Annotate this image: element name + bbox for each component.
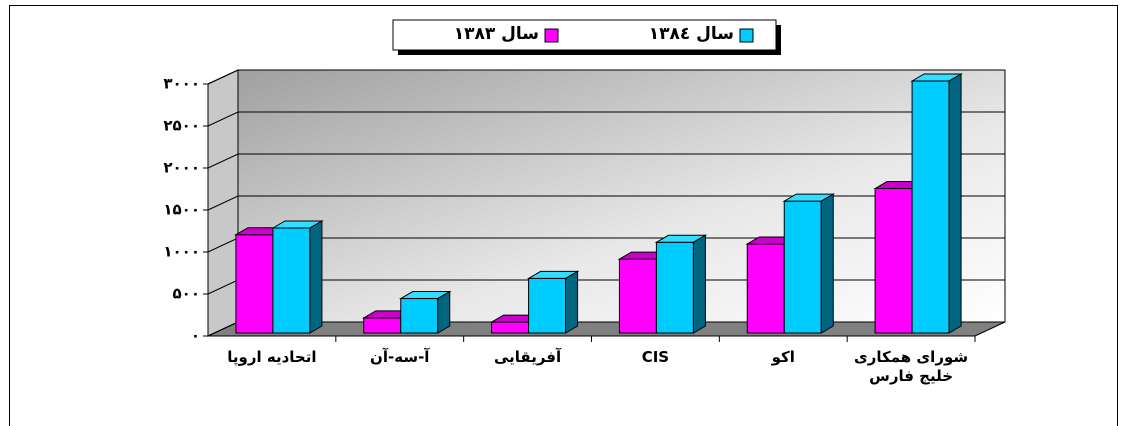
x-tick-label: CIS	[641, 348, 670, 366]
bar-side	[692, 234, 706, 334]
bar-front	[618, 258, 657, 334]
grid-line	[207, 69, 1005, 85]
y-tick-label: ۲۵۰۰	[163, 117, 200, 135]
y-tick-label: ۱۵۰۰	[163, 201, 200, 219]
legend-swatch	[739, 28, 754, 43]
grid-line	[207, 195, 1005, 211]
grid-line	[207, 153, 1005, 169]
bar-front	[363, 317, 402, 334]
bar-side	[437, 290, 451, 334]
x-tick-label: اتحادیه اروپا	[227, 348, 317, 366]
y-tick-label: ۱۰۰۰	[163, 243, 200, 261]
bar	[398, 290, 452, 334]
x-tick-label: آفریقایی	[493, 348, 562, 366]
bar-side	[565, 270, 579, 334]
bar-front	[746, 243, 785, 334]
bar	[271, 220, 324, 334]
bar-front	[235, 234, 274, 334]
bar-front	[783, 200, 822, 334]
x-tick-label: شورای همکاری خلیج فارس	[854, 348, 969, 385]
legend-swatch	[544, 28, 559, 43]
x-tick-label: آ-سه-آن	[370, 348, 430, 366]
bar-side	[820, 193, 834, 334]
bar	[654, 234, 708, 334]
bar-front	[655, 241, 694, 334]
bar-front	[528, 277, 567, 334]
legend-box	[392, 19, 777, 51]
bar-front	[491, 321, 530, 334]
bar-front	[400, 298, 439, 334]
grid-line	[207, 111, 1005, 127]
y-tick-label: ۵۰۰	[173, 285, 200, 303]
y-tick-label: ۲۰۰۰	[163, 159, 200, 177]
frame	[9, 5, 1118, 426]
bar	[910, 73, 963, 334]
bar-side	[309, 220, 323, 334]
bar-front	[874, 188, 913, 334]
y-tick-label: ۰	[191, 327, 200, 345]
y-tick-label: ۳۰۰۰	[163, 75, 200, 93]
legend-label: سال ١٣٨٤	[648, 24, 734, 44]
legend-label: سال ١٣٨٣	[453, 24, 539, 44]
bar	[526, 270, 580, 334]
bar-front	[272, 227, 311, 334]
bar	[782, 193, 836, 334]
bar-side	[948, 73, 962, 334]
x-tick-label: اکو	[771, 348, 795, 366]
bar-front	[911, 80, 950, 334]
